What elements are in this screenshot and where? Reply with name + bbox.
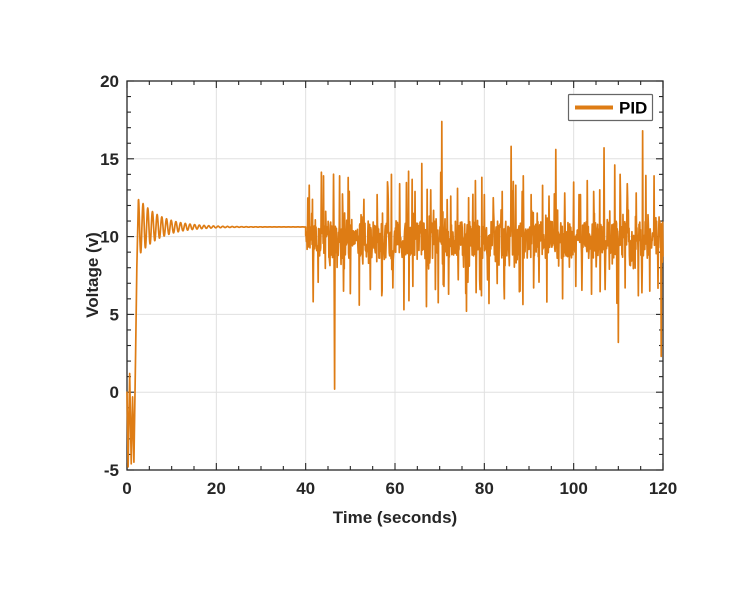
- pid-signal-line: [126, 120, 664, 468]
- y-tick-label: 20: [100, 72, 119, 91]
- x-tick-label: 80: [475, 479, 494, 498]
- y-axis-label: Voltage (v): [83, 232, 102, 318]
- x-axis-label: Time (seconds): [333, 508, 457, 527]
- y-tick-label: 10: [100, 228, 119, 247]
- y-tick-label: 5: [110, 305, 119, 324]
- legend-label-pid: PID: [619, 99, 647, 118]
- legend: PID: [567, 93, 654, 122]
- x-tick-label: 120: [649, 479, 677, 498]
- y-tick-label: -5: [104, 461, 119, 480]
- y-tick-label: 0: [110, 383, 119, 402]
- x-tick-label: 0: [122, 479, 131, 498]
- x-tick-label: 100: [559, 479, 587, 498]
- x-tick-label: 20: [207, 479, 226, 498]
- y-tick-label: 15: [100, 150, 119, 169]
- x-tick-label: 40: [296, 479, 315, 498]
- x-tick-label: 60: [386, 479, 405, 498]
- grid-lines: [127, 81, 663, 470]
